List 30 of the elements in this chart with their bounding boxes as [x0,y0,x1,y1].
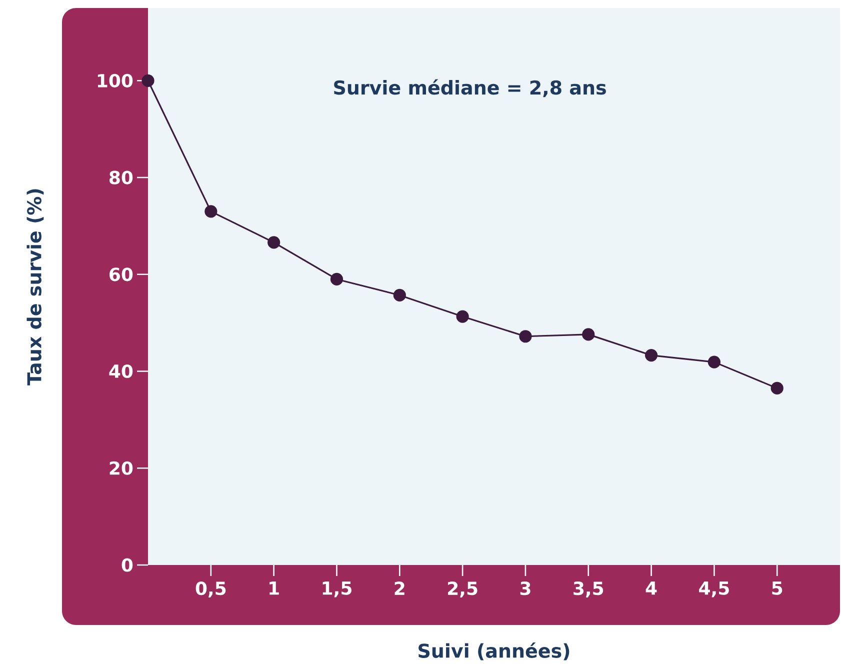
point [204,205,218,218]
y-tick-label: 20 [110,461,133,475]
x-tick-label: 1 [270,582,279,595]
x-tick-label: 5 [772,582,782,595]
y-axis-title: Taux de survie (%) [26,189,44,386]
y-tick-label: 60 [110,268,133,282]
point [582,328,595,341]
point [268,236,280,249]
x-axis-title: Suivi (années) [418,642,570,660]
point [519,330,532,343]
point [770,382,784,395]
y-tick-label: 80 [110,170,133,184]
x-tick-label: 1,5 [322,582,352,598]
x-tick-label: 4,5 [699,582,729,598]
point [330,272,344,286]
point [393,288,406,302]
point [456,310,469,323]
point [644,348,658,362]
point [708,356,720,368]
x-tick-label: 4 [646,582,657,595]
x-tick-label: 0,5 [196,582,226,598]
y-tick-label: 40 [109,364,133,378]
x-tick-label: 2 [394,582,404,595]
y-tick-label: 100 [98,74,133,88]
point [142,74,154,87]
y-tick-label: 0 [122,558,133,572]
x-tick-label: 3 [520,582,530,596]
x-tick-label: 2,5 [448,582,478,598]
annotation: Survie médiane = 2,8 ans [334,79,606,98]
x-tick-label: 3,5 [574,582,604,598]
